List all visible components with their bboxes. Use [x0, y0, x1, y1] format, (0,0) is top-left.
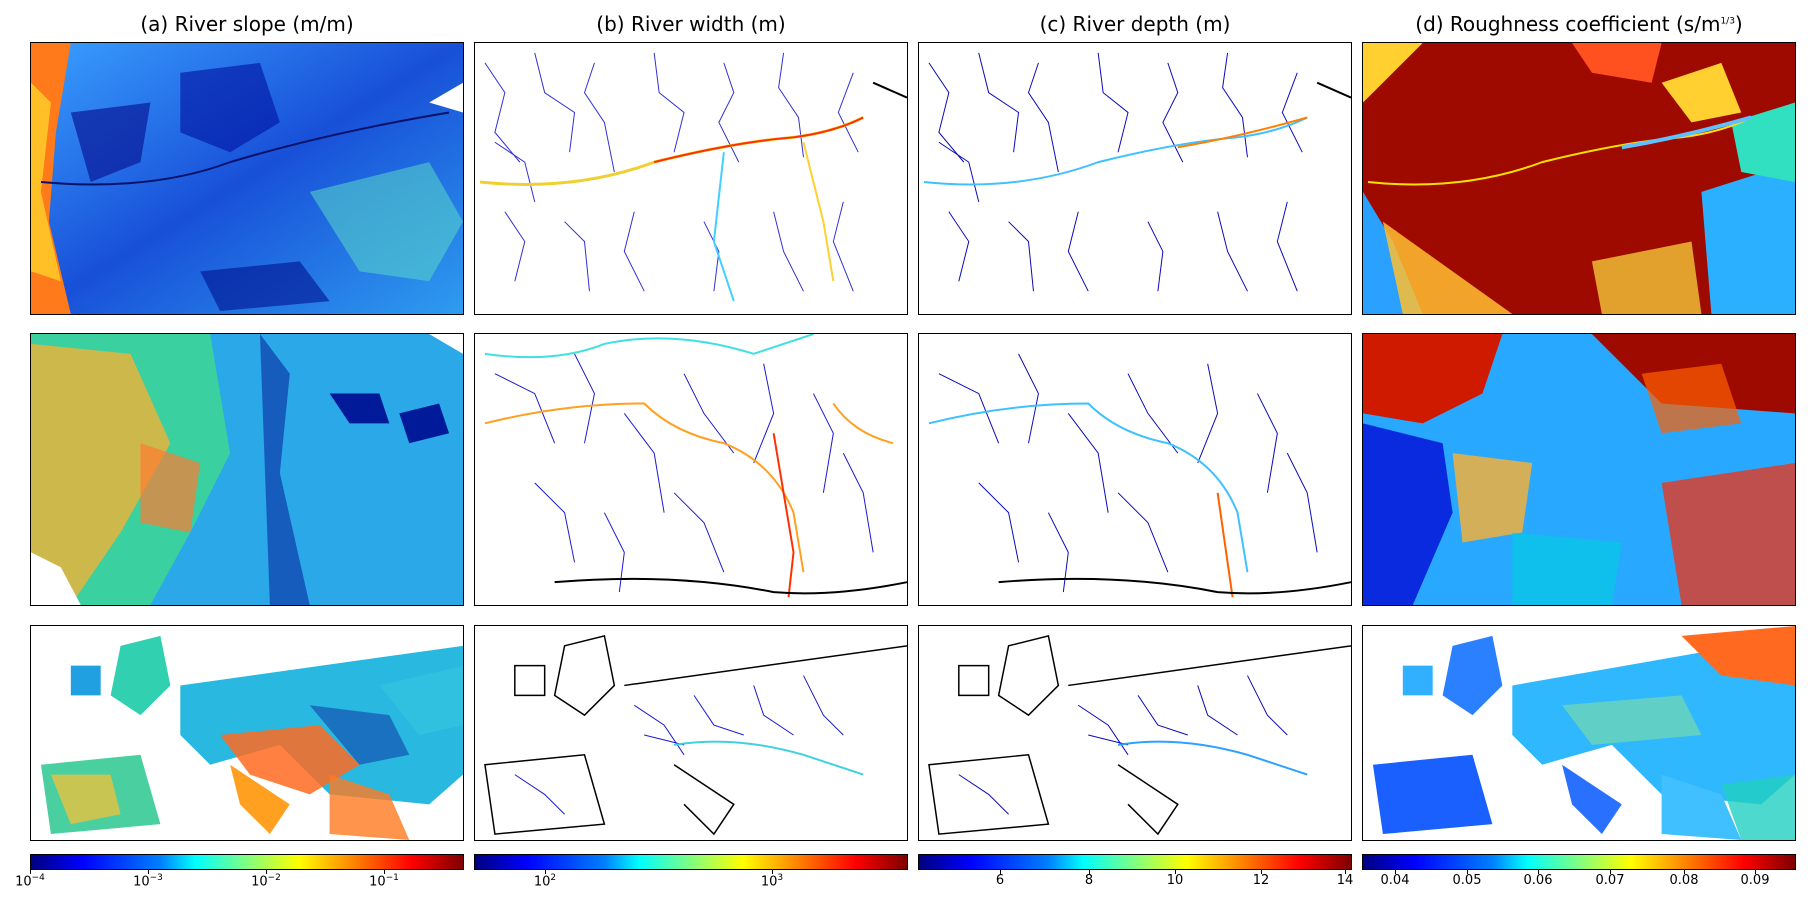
slope-tickmark [266, 870, 267, 874]
map-depth-europe [918, 625, 1352, 841]
roughness-tick-label: 0.07 [1595, 873, 1625, 888]
map-depth-amazon [918, 42, 1352, 315]
column-title-width: (b) River width (m) [596, 12, 786, 36]
slope-tick-label: 10−3 [133, 873, 163, 890]
roughness-tick-label: 0.06 [1523, 873, 1553, 888]
column-title-slope: (a) River slope (m/m) [140, 12, 354, 36]
map-slope-north-america [30, 333, 464, 606]
depth-tick-label: 10 [1166, 873, 1184, 888]
map-slope-amazon [30, 42, 464, 315]
depth-tickmark [1089, 870, 1090, 874]
depth-tick-label: 12 [1252, 873, 1270, 888]
roughness-tick-label: 0.04 [1380, 873, 1410, 888]
roughness-tickmark [1755, 870, 1756, 874]
width-tick-label: 102 [533, 873, 557, 890]
roughness-title-end: ) [1734, 12, 1743, 36]
roughness-title-main: (d) Roughness coefficient (s/m [1415, 12, 1721, 36]
depth-tickmark [1000, 870, 1001, 874]
map-slope-europe [30, 625, 464, 841]
roughness-tickmark [1467, 870, 1468, 874]
depth-tickmark [1175, 870, 1176, 874]
column-title-depth: (c) River depth (m) [1039, 12, 1231, 36]
depth-tickmark [1345, 870, 1346, 874]
roughness-tick-label: 0.05 [1452, 873, 1482, 888]
column-title-roughness: (d) Roughness coefficient (s/m1/3) [1362, 12, 1796, 36]
colorbar-slope [30, 854, 464, 870]
colorbar-roughness [1362, 854, 1796, 870]
slope-tick-label: 10−4 [15, 873, 45, 890]
depth-tick-label: 8 [1084, 873, 1094, 888]
colorbar-width [474, 854, 908, 870]
width-tickmark [772, 870, 773, 874]
roughness-tickmark [1684, 870, 1685, 874]
map-roughness-amazon [1362, 42, 1796, 315]
width-tick-label: 103 [760, 873, 784, 890]
slope-tick-label: 10−2 [251, 873, 281, 890]
depth-tick-label: 6 [995, 873, 1005, 888]
depth-tick-label: 14 [1336, 873, 1354, 888]
roughness-tickmark [1538, 870, 1539, 874]
slope-tickmark [148, 870, 149, 874]
slope-tickmark [30, 870, 31, 874]
map-width-north-america [474, 333, 908, 606]
colorbar-depth [918, 854, 1352, 870]
map-roughness-north-america [1362, 333, 1796, 606]
map-width-amazon [474, 42, 908, 315]
slope-tick-label: 10−1 [369, 873, 399, 890]
roughness-tickmark [1395, 870, 1396, 874]
map-width-europe [474, 625, 908, 841]
map-depth-north-america [918, 333, 1352, 606]
roughness-tickmark [1610, 870, 1611, 874]
map-roughness-europe [1362, 625, 1796, 841]
width-tickmark [545, 870, 546, 874]
depth-tickmark [1261, 870, 1262, 874]
roughness-title-exponent: 1/3 [1720, 16, 1735, 27]
roughness-tick-label: 0.09 [1740, 873, 1770, 888]
slope-tickmark [384, 870, 385, 874]
roughness-tick-label: 0.08 [1669, 873, 1699, 888]
